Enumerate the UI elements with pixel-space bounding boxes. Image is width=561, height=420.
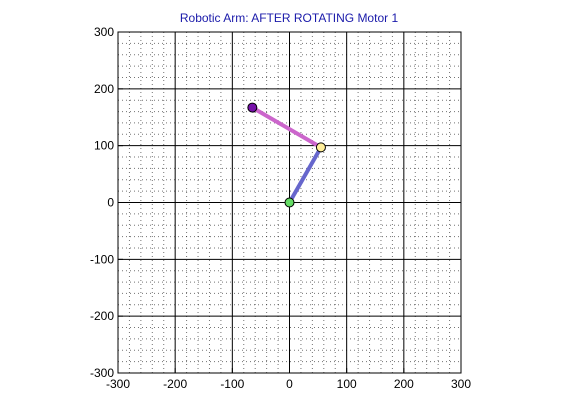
arm-joint-2 [315, 142, 326, 153]
x-tick-label: -200 [163, 377, 187, 391]
y-tick-label: -200 [90, 309, 114, 323]
arm-links [251, 105, 323, 204]
arm-link-2 [251, 105, 322, 150]
arm-joint-1 [284, 197, 295, 208]
x-axis: -300 -200 -100 0 100 200 300 [106, 368, 471, 391]
y-axis: -300 -200 -100 0 100 200 300 [90, 25, 123, 380]
x-tick-label: 200 [394, 377, 414, 391]
arm-joint-3 [247, 102, 258, 113]
plot-area [117, 31, 462, 374]
x-tick-label: 300 [451, 377, 471, 391]
x-tick-label: 0 [286, 377, 293, 391]
y-tick-label: 0 [107, 196, 114, 210]
y-tick-label: 300 [94, 25, 114, 39]
y-tick-label: -300 [90, 366, 114, 380]
y-tick-label: 200 [94, 82, 114, 96]
y-tick-label: 100 [94, 139, 114, 153]
arm-joints [247, 102, 326, 208]
x-tick-label: 100 [337, 377, 357, 391]
chart-title: Robotic Arm: AFTER ROTATING Motor 1 [180, 11, 399, 25]
y-tick-label: -100 [90, 252, 114, 266]
arm-link-1 [287, 146, 323, 204]
x-tick-label: -100 [220, 377, 244, 391]
x-tick-label: -300 [106, 377, 130, 391]
